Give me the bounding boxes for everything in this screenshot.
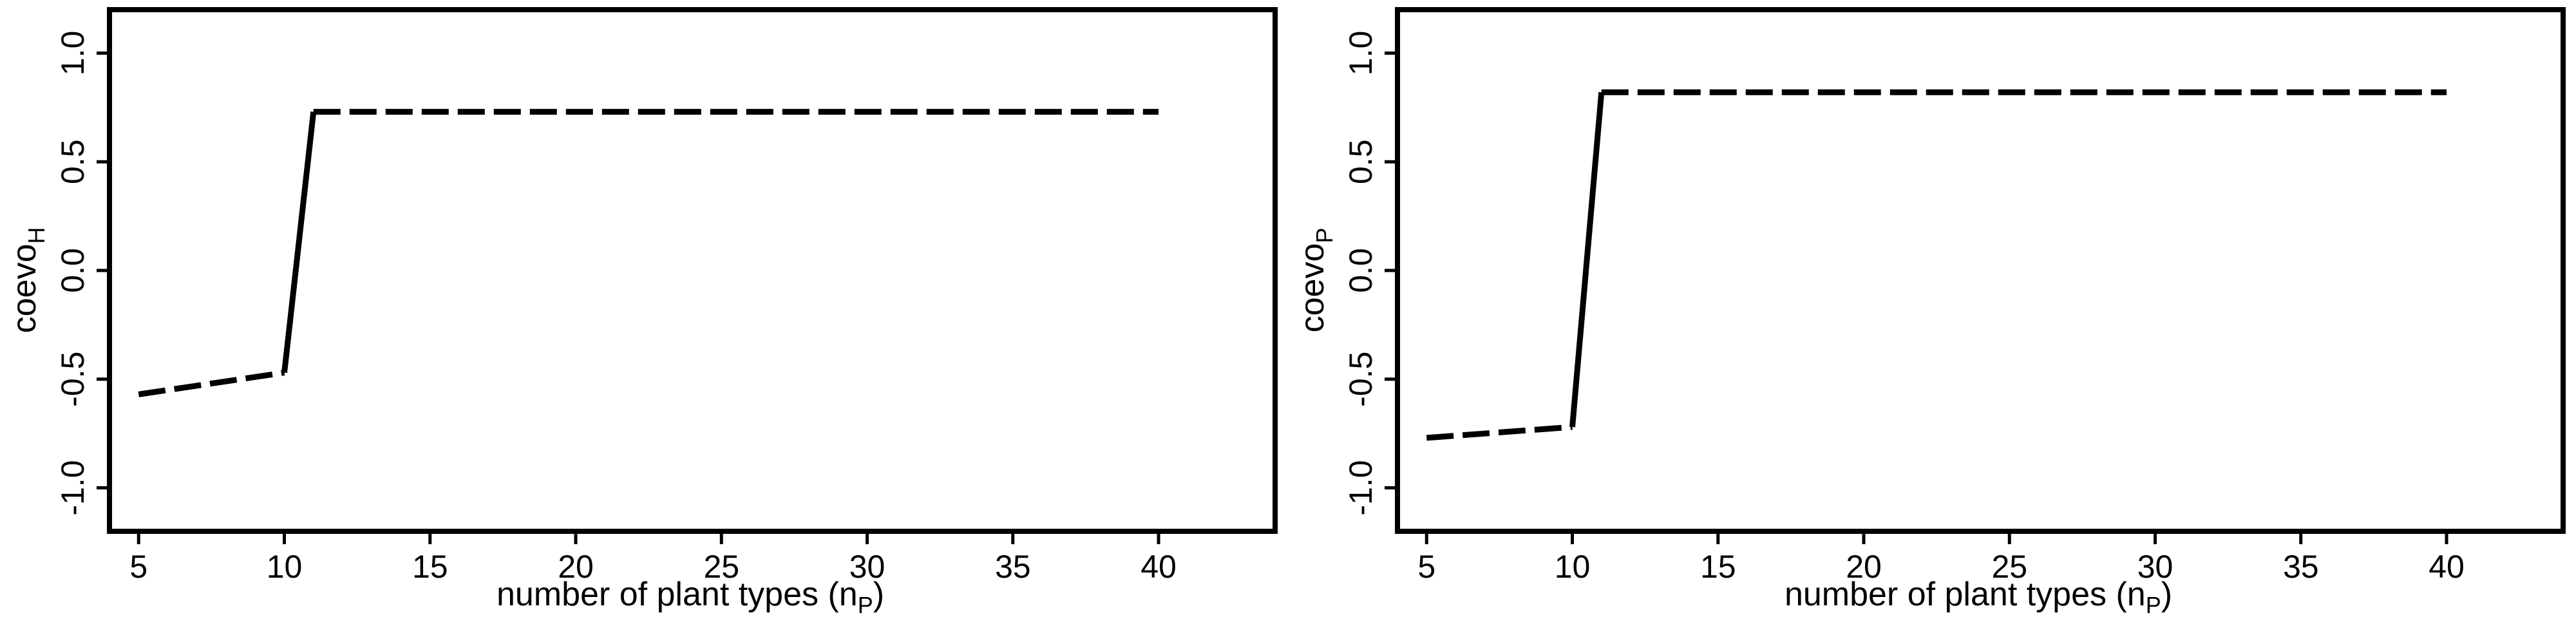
panel-left: coevoH number of plant types (nP) 5 10 15 2… <box>6 7 1278 618</box>
y-axis-label: coevoH <box>6 227 50 334</box>
y-axis-label: coevoP <box>1294 228 1338 333</box>
x-tick-label: 5 <box>1417 549 1435 585</box>
x-tick-label: 15 <box>412 549 448 585</box>
x-axis-label: number of plant types (nP) <box>1785 576 2172 618</box>
x-tick-label: 35 <box>2283 549 2319 585</box>
y-tick-label: 1.0 <box>55 31 91 76</box>
x-tick-label: 10 <box>267 549 303 585</box>
y-tick-label: 0.0 <box>55 248 91 293</box>
dashed-line-segment <box>138 370 285 397</box>
x-axis-label: number of plant types (nP) <box>497 576 884 618</box>
y-tick-label: 0.5 <box>55 139 91 184</box>
x-tick-label: 30 <box>2137 549 2174 585</box>
y-tick-label: -1.0 <box>1343 460 1379 515</box>
x-tick-label: 5 <box>129 549 147 585</box>
y-tick-label: -1.0 <box>55 460 91 515</box>
x-tick-label: 35 <box>995 549 1031 585</box>
x-tick-label: 20 <box>1846 549 1882 585</box>
y-tick-label: 1.0 <box>1343 31 1379 76</box>
dashed-line-segment <box>1426 424 1573 441</box>
x-tick-label: 15 <box>1700 549 1736 585</box>
y-tick-label: 0.0 <box>1343 248 1379 293</box>
x-tick-label: 20 <box>558 549 594 585</box>
y-tick-label: -0.5 <box>1343 352 1379 407</box>
x-tick-label: 25 <box>703 549 739 585</box>
x-tick-label: 10 <box>1555 549 1591 585</box>
solid-line-segment <box>281 111 317 374</box>
y-tick-label: 0.5 <box>1343 139 1379 184</box>
plot-frame <box>1395 7 2566 534</box>
y-tick-label: -0.5 <box>55 352 91 407</box>
x-tick-label: 25 <box>1991 549 2027 585</box>
panel-right: coevoP number of plant types (nP) 5 10 15 2… <box>1294 7 2566 618</box>
solid-line-segment <box>1569 91 1605 428</box>
x-tick-label: 40 <box>1141 549 1177 585</box>
plot-frame <box>107 7 1278 534</box>
x-tick-label: 30 <box>849 549 886 585</box>
x-tick-label: 40 <box>2429 549 2465 585</box>
